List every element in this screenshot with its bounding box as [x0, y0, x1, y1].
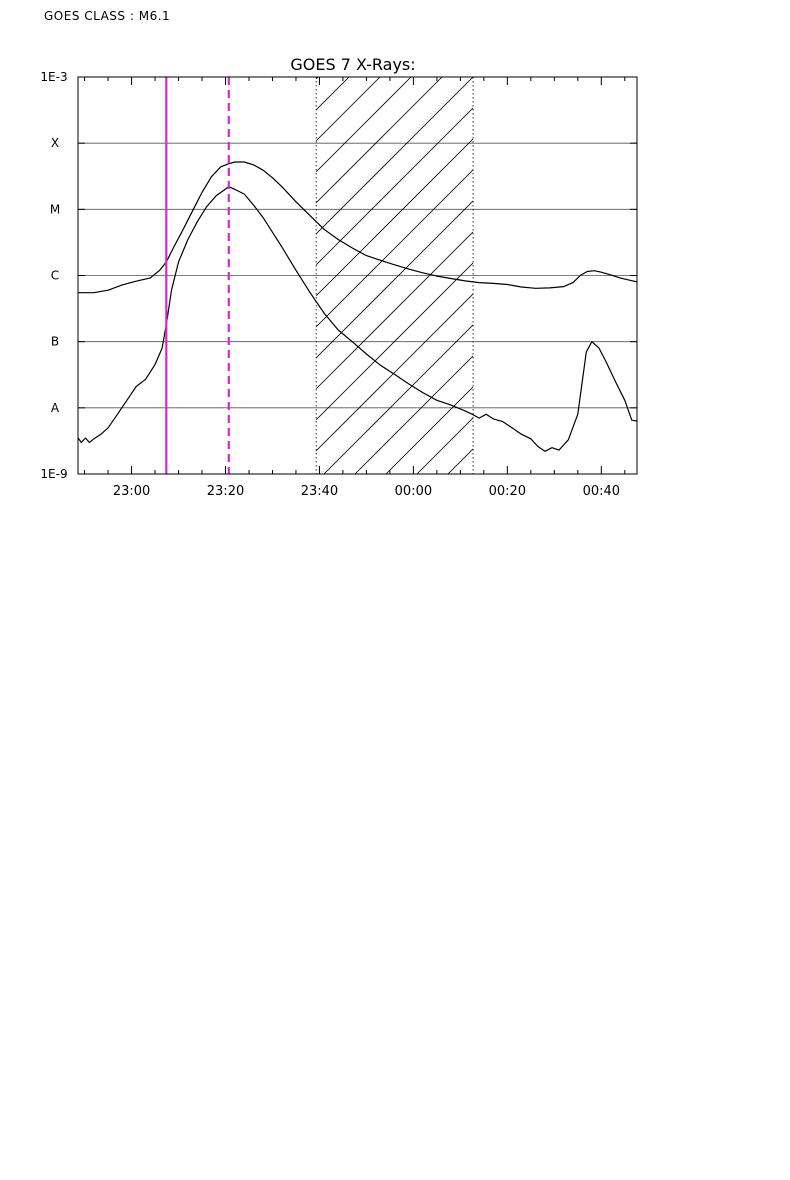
- y-tick-label: 1E-9: [40, 467, 67, 481]
- goes-class-label: GOES CLASS : M6.1: [44, 9, 171, 23]
- hatch-line: [316, 0, 473, 48]
- x-tick-label: 00:00: [395, 484, 432, 499]
- hatch-line: [316, 107, 474, 266]
- axis-ticks: [78, 76, 637, 475]
- hatch-line: [316, 262, 474, 421]
- hatch-line: [316, 169, 474, 328]
- x-tick-label: 23:00: [113, 484, 150, 499]
- axis-labels: 1E-3 X M C B A 1E-9 23:00 23:20 23:40 00:00 00:20 00…: [40, 70, 620, 499]
- series-line-short: [78, 186, 637, 452]
- x-tick-label: 23:20: [207, 484, 244, 499]
- hatch-line: [316, 200, 474, 359]
- hatch-line: [316, 231, 474, 390]
- series-group: [78, 161, 637, 452]
- y-tick-label: X: [51, 136, 59, 150]
- shaded-interval: [316, 0, 474, 474]
- hatch-line: [416, 417, 474, 474]
- time-markers: [165, 77, 474, 474]
- y-tick-label: C: [51, 269, 59, 283]
- x-tick-label: 00:40: [583, 484, 620, 499]
- hatch-line: [385, 386, 474, 474]
- chart-title: GOES 7 X-Rays:: [290, 55, 415, 74]
- hatch-line: [316, 138, 474, 297]
- hatch-line: [354, 355, 474, 474]
- y-tick-label: 1E-3: [40, 70, 67, 84]
- x-tick-label: 23:40: [301, 484, 338, 499]
- hatch-line: [316, 77, 350, 111]
- hatch-line: [447, 448, 474, 474]
- hatch-line: [316, 77, 474, 235]
- y-tick-label: A: [51, 401, 60, 415]
- hatch-line: [316, 77, 381, 142]
- hatch-line: [316, 77, 412, 173]
- class-grid-lines: [78, 142, 637, 409]
- series-line-long: [78, 161, 637, 294]
- hatch-line: [316, 77, 443, 204]
- hatch-line: [316, 293, 474, 452]
- y-tick-label: B: [51, 335, 59, 349]
- y-tick-label: M: [50, 202, 60, 216]
- hatch-line: [323, 324, 474, 474]
- x-tick-label: 00:20: [489, 484, 526, 499]
- hatch-line: [316, 0, 473, 17]
